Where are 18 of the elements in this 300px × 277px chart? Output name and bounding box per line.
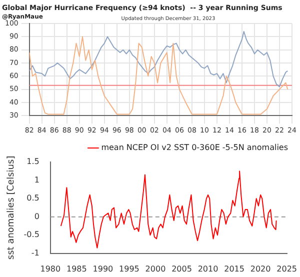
x-tick-label: 2025 <box>276 264 297 274</box>
x-tick-label: 2005 <box>172 264 192 274</box>
y-tick-label: -0.5 <box>24 230 40 240</box>
y-axis-title: sst anomalies [Celsius] <box>6 156 17 260</box>
y-tick-label: 0 <box>34 212 40 221</box>
x-tick-label: 1995 <box>119 264 140 274</box>
x-tick-label: 1985 <box>66 264 87 274</box>
x-tick-label: 2015 <box>224 264 244 274</box>
legend-label: mean NCEP OI v2 SST 0-360E -5-5N anomalies <box>101 143 288 152</box>
y-tick-label: -1 <box>31 248 40 258</box>
x-tick-label: 2010 <box>198 264 218 274</box>
y-tick-label: 1.5 <box>26 157 40 166</box>
x-tick-label: 1990 <box>92 264 114 274</box>
x-tick-label: 1980 <box>40 264 61 274</box>
y-tick-label: 0.5 <box>26 194 40 203</box>
y-tick-label: 1 <box>34 175 40 184</box>
x-tick-label: 2000 <box>145 264 166 274</box>
x-tick-label: 2020 <box>250 264 271 274</box>
